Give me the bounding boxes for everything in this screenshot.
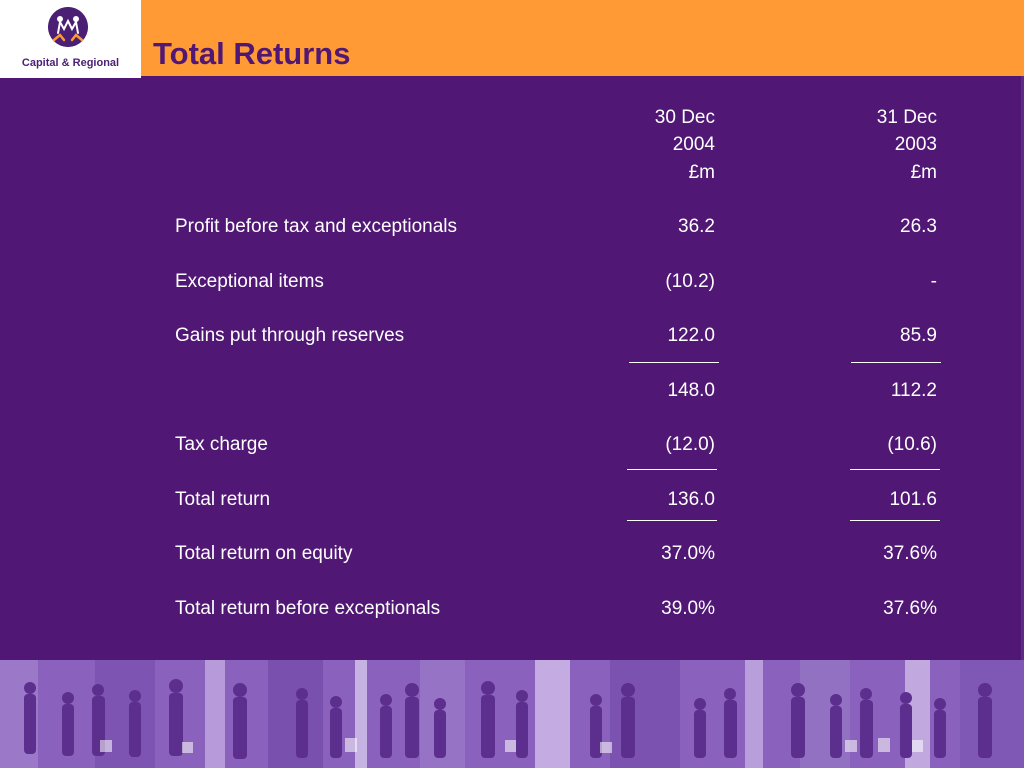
row-label: Total return (175, 489, 271, 510)
row-value: 39.0% (661, 598, 715, 619)
row-value: 37.6% (883, 543, 937, 564)
row-value: 36.2 (678, 216, 715, 237)
silhouettes-image (0, 660, 1024, 768)
row-value: 37.6% (883, 598, 937, 619)
column-header-date: 30 Dec (654, 107, 715, 128)
total-rule (627, 520, 717, 521)
column-header-year: 2004 (672, 134, 715, 155)
subtotal-rule (850, 469, 940, 470)
header-bar (0, 0, 1024, 76)
column-header-unit: £m (688, 162, 715, 183)
edge-divider (1021, 76, 1024, 664)
row-label: Total return before exceptionals (175, 598, 441, 619)
row-value: 85.9 (900, 325, 937, 346)
returns-table: 30 Dec 2004 £m 31 Dec 2003 £m Profit bef… (175, 107, 941, 619)
shoppers-photo-strip (0, 660, 1024, 768)
row-label: Tax charge (175, 434, 268, 455)
page-title: Total Returns (153, 36, 351, 71)
row-label: Profit before tax and exceptionals (175, 216, 458, 237)
column-header-unit: £m (910, 162, 937, 183)
row-value: 122.0 (667, 325, 715, 346)
row-label: Exceptional items (175, 271, 324, 292)
column-header-date: 31 Dec (876, 107, 937, 128)
row-label: Gains put through reserves (175, 325, 405, 346)
subtotal-rule (627, 469, 717, 470)
row-value: (12.0) (665, 434, 715, 455)
row-value: 101.6 (889, 489, 937, 510)
row-label: Total return on equity (175, 543, 353, 564)
total-rule (850, 520, 940, 521)
subtotal-rule (629, 362, 719, 363)
row-value: 37.0% (661, 543, 715, 564)
row-value: - (930, 271, 937, 292)
row-value: (10.6) (887, 434, 937, 455)
people-emblem-icon (48, 7, 88, 47)
row-value: 148.0 (667, 380, 715, 401)
row-value: 26.3 (900, 216, 937, 237)
column-header-year: 2003 (894, 134, 937, 155)
row-value: 136.0 (667, 489, 715, 510)
logo-text: Capital & Regional (21, 57, 120, 69)
company-logo: Capital & Regional (0, 0, 141, 78)
row-value: 112.2 (890, 380, 937, 401)
row-value: (10.2) (665, 271, 715, 292)
subtotal-rule (851, 362, 941, 363)
